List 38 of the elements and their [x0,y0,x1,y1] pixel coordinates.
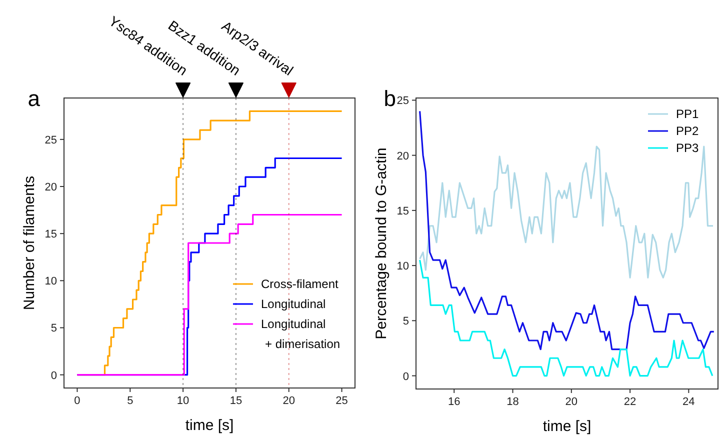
legend-label: PP1 [676,107,700,121]
line-series [419,259,714,377]
line-series [419,110,715,350]
y-tick-label: 25 [396,95,409,108]
y-axis-title: Number of filaments [21,176,38,310]
y-tick-label: 20 [396,150,409,162]
x-axis-title: time [s] [185,417,234,434]
y-tick-label: 10 [44,276,57,288]
x-tick-label: 25 [336,395,348,407]
x-tick-label: 10 [176,395,190,407]
y-tick-label: 0 [402,370,409,383]
legend-label: Cross-filament [261,277,340,291]
y-tick-label: 0 [50,370,57,382]
x-tick-label: 0 [74,395,80,407]
y-tick-label: 5 [50,322,57,335]
legend-label: PP3 [676,141,700,155]
legend-label: Longitudinal [261,297,326,311]
x-tick-label: 5 [127,395,134,407]
x-tick-label: 24 [682,396,695,408]
x-tick-label: 18 [506,396,519,408]
legend-label: Longitudinal + dimerisation [261,317,340,351]
x-tick-label: 16 [448,396,460,408]
y-axis-title: Percentage bound to G-actin [373,148,390,340]
y-tick-label: 15 [44,228,57,241]
x-tick-label: 15 [230,395,242,407]
line-series [419,146,714,278]
text: a [28,86,41,111]
y-tick-label: 15 [396,205,409,218]
text: b [384,86,396,111]
y-tick-label: 5 [402,316,409,328]
x-tick-label: 20 [282,395,295,407]
y-tick-label: 25 [44,134,57,146]
x-tick-label: 20 [565,396,578,408]
x-tick-label: 22 [624,396,636,408]
y-tick-label: 20 [44,182,57,194]
x-axis-title: time [s] [542,418,592,435]
legend-label: PP2 [676,124,700,138]
y-tick-label: 10 [396,260,409,273]
